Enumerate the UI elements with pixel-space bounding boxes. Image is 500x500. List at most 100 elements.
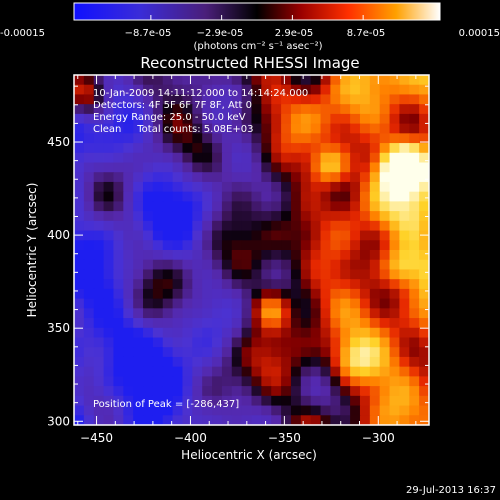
heatmap-cell	[182, 181, 193, 193]
heatmap-cell	[330, 279, 341, 290]
heatmap-cell	[340, 250, 351, 261]
colorbar: -0.00015 −8.7e-05 −2.9e-05 2.9e-05 8.7e-…	[0, 2, 500, 52]
heatmap-cell	[419, 191, 429, 202]
heatmap-cell	[152, 279, 164, 290]
heatmap-cell	[74, 172, 85, 183]
heatmap-cell	[399, 181, 410, 193]
heatmap-cell	[359, 211, 371, 222]
heatmap-cell	[271, 181, 282, 193]
heatmap-cell	[182, 366, 193, 377]
heatmap-cell	[359, 162, 371, 173]
heatmap-cell	[231, 250, 243, 261]
heatmap-cell	[409, 104, 420, 115]
heatmap-cell	[251, 405, 262, 416]
heatmap-cell	[350, 318, 361, 329]
heatmap-cell	[281, 415, 292, 425]
heatmap-cell	[172, 415, 184, 425]
y-tick-label: 350	[47, 321, 70, 335]
heatmap-cell	[152, 405, 164, 416]
heatmap-cell	[251, 250, 262, 261]
heatmap-cell	[133, 152, 144, 164]
heatmap-cell	[202, 84, 213, 96]
heatmap-cell	[83, 113, 95, 125]
heatmap-cell	[241, 279, 253, 290]
heatmap-cell	[152, 376, 164, 387]
heatmap-cell	[399, 415, 410, 425]
heatmap-cell	[281, 143, 292, 154]
heatmap-cell	[162, 143, 174, 154]
heatmap-cell	[83, 240, 95, 251]
heatmap-cell	[261, 220, 272, 232]
heatmap-cell	[172, 94, 184, 105]
heatmap-cell	[172, 162, 184, 173]
heatmap-cell	[93, 337, 105, 348]
heatmap-cell	[93, 230, 105, 241]
heatmap-cell	[202, 240, 213, 251]
heatmap-cell	[182, 191, 193, 202]
heatmap-cell	[409, 162, 420, 173]
heatmap-cell	[350, 152, 361, 164]
heatmap-cell	[251, 152, 262, 164]
heatmap-cell	[162, 386, 174, 397]
heatmap-cell	[340, 104, 351, 115]
heatmap-cell	[261, 395, 272, 407]
heatmap-cell	[281, 356, 292, 368]
heatmap-cell	[281, 366, 292, 377]
heatmap-cell	[172, 172, 184, 183]
heatmap-cell	[192, 201, 203, 212]
heatmap-cell	[310, 288, 322, 300]
heatmap-cell	[152, 211, 164, 222]
heatmap-cell	[300, 250, 312, 261]
heatmap-cell	[399, 220, 410, 232]
heatmap-cell	[74, 386, 85, 397]
heatmap-cell	[310, 162, 322, 173]
heatmap-cell	[409, 298, 420, 309]
heatmap-cell	[231, 415, 243, 425]
heatmap-cell	[162, 123, 174, 134]
heatmap-cell	[113, 386, 124, 397]
heatmap-cell	[162, 250, 174, 261]
heatmap-cell	[212, 143, 223, 154]
heatmap-cell	[152, 308, 164, 319]
heatmap-cell	[202, 172, 213, 183]
heatmap-cell	[340, 172, 351, 183]
heatmap-cell	[133, 318, 144, 329]
heatmap-cell	[389, 395, 401, 407]
heatmap-cell	[330, 405, 341, 416]
heatmap-cell	[143, 308, 154, 319]
heatmap-cell	[241, 288, 253, 300]
heatmap-cell	[123, 405, 134, 416]
heatmap-cell	[143, 162, 154, 173]
heatmap-cell	[271, 230, 282, 241]
heatmap-cell	[290, 298, 302, 309]
heatmap-cell	[320, 94, 331, 105]
heatmap-cell	[93, 366, 105, 377]
heatmap-cell	[162, 94, 174, 105]
heatmap-cell	[83, 318, 95, 329]
heatmap-cell	[359, 75, 371, 86]
heatmap-cell	[212, 288, 223, 300]
heatmap-cell	[182, 386, 193, 397]
heatmap-cell	[221, 104, 233, 115]
colorbar-gradient	[74, 3, 440, 20]
heatmap-cell	[419, 84, 429, 96]
heatmap-cell	[212, 250, 223, 261]
heatmap-cell	[103, 308, 115, 319]
heatmap-cell	[369, 191, 381, 202]
heatmap-cell	[419, 337, 429, 348]
heatmap-cell	[261, 104, 272, 115]
heatmap-cell	[182, 201, 193, 212]
heatmap-cell	[83, 162, 95, 173]
heatmap-cell	[83, 75, 95, 86]
heatmap-cell	[103, 337, 115, 348]
heatmap-cell	[389, 94, 401, 105]
heatmap-cell	[241, 250, 253, 261]
heatmap-cell	[202, 104, 213, 115]
heatmap-cell	[123, 298, 134, 309]
heatmap-cell	[113, 172, 124, 183]
heatmap-cell	[192, 386, 203, 397]
heatmap-cell	[103, 94, 115, 105]
heatmap-cell	[74, 75, 85, 86]
heatmap-cell	[290, 415, 302, 425]
heatmap-cell	[123, 308, 134, 319]
